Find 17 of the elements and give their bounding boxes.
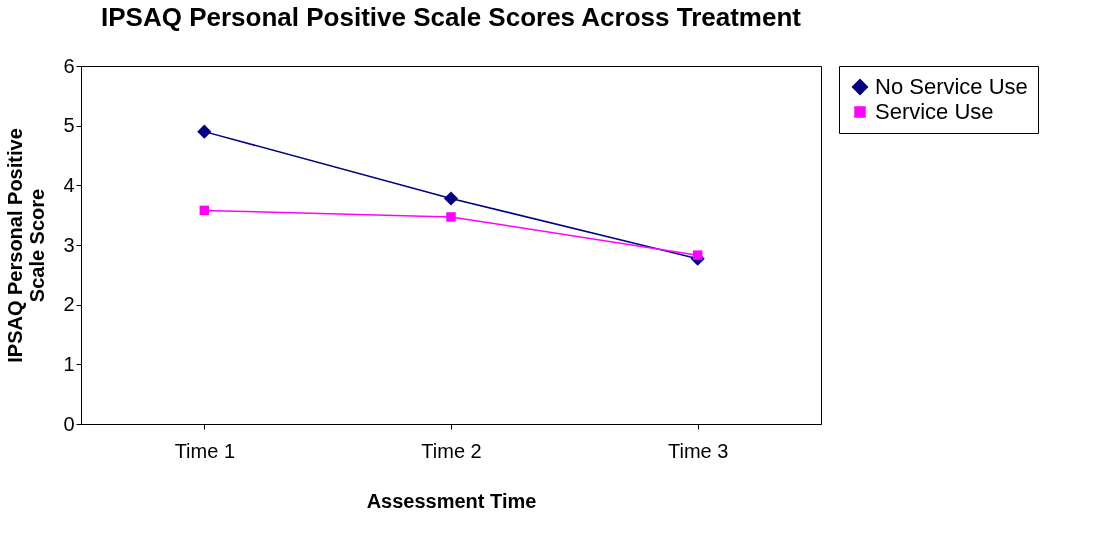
legend-label: Service Use <box>875 99 994 124</box>
y-tick-label: 6 <box>63 54 75 77</box>
y-tick-label: 3 <box>63 233 75 256</box>
point <box>197 124 212 139</box>
x-tick-label: Time 2 <box>421 439 482 462</box>
y-tick-label: 5 <box>63 114 75 137</box>
y-tick-label: 2 <box>63 293 75 316</box>
x-tick-label: Time 1 <box>174 439 236 462</box>
y-tick-label: 0 <box>63 412 75 435</box>
y-tick-label: 4 <box>63 173 75 196</box>
y-tick-label: 1 <box>63 352 75 375</box>
point <box>443 191 459 206</box>
legend-label: No Service Use <box>875 74 1028 99</box>
x-axis-title: Assessment Time <box>366 489 537 512</box>
y-axis-title: IPSAQ Personal Positive Scale Score <box>4 128 49 363</box>
chart-title: IPSAQ Personal Positive Scale Scores Across Treatment <box>101 2 802 32</box>
x-tick-label: Time 3 <box>667 439 729 462</box>
